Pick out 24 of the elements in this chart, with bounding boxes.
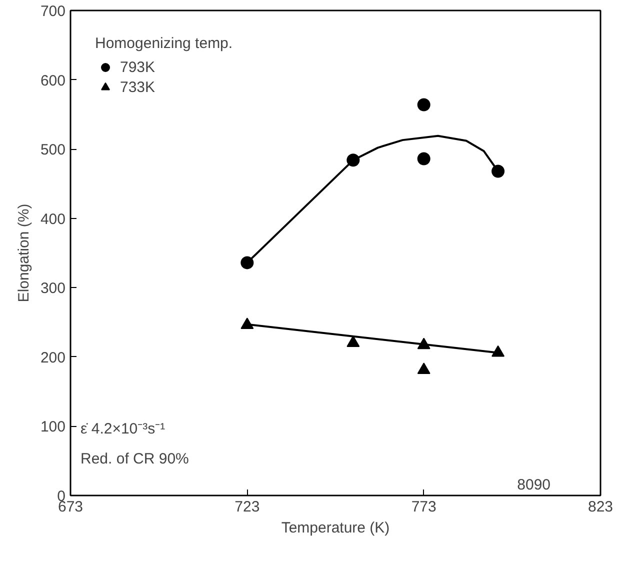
- y-tick-label: 400: [40, 210, 66, 228]
- y-tick-label: 200: [40, 349, 66, 366]
- x-axis-title: Temperature (K): [281, 520, 390, 536]
- legend-label: 733K: [120, 78, 156, 96]
- y-tick-label: 500: [40, 142, 66, 159]
- y-axis-title: Elongation (%): [15, 204, 32, 302]
- annotation: Red. of CR 90%: [80, 450, 189, 468]
- y-tick-label: 300: [40, 280, 66, 298]
- y-tick-label: 700: [40, 3, 66, 20]
- x-tick-label: 773: [411, 498, 436, 516]
- y-tick-label: 600: [40, 72, 66, 90]
- x-tick-label: 723: [234, 498, 260, 516]
- point: [492, 164, 505, 178]
- legend-title: Homogenizing temp.: [95, 35, 233, 52]
- annotation: 8090: [517, 476, 551, 494]
- point: [417, 362, 430, 374]
- point: [240, 256, 254, 270]
- point: [417, 98, 430, 112]
- y-tick-label: 100: [40, 418, 66, 436]
- x-tick-label: 823: [588, 498, 614, 516]
- legend-label: 793K: [120, 58, 156, 76]
- annotation: ε̇ 4.2×10⁻³s⁻¹: [80, 420, 166, 438]
- point: [346, 336, 360, 348]
- point: [417, 152, 430, 166]
